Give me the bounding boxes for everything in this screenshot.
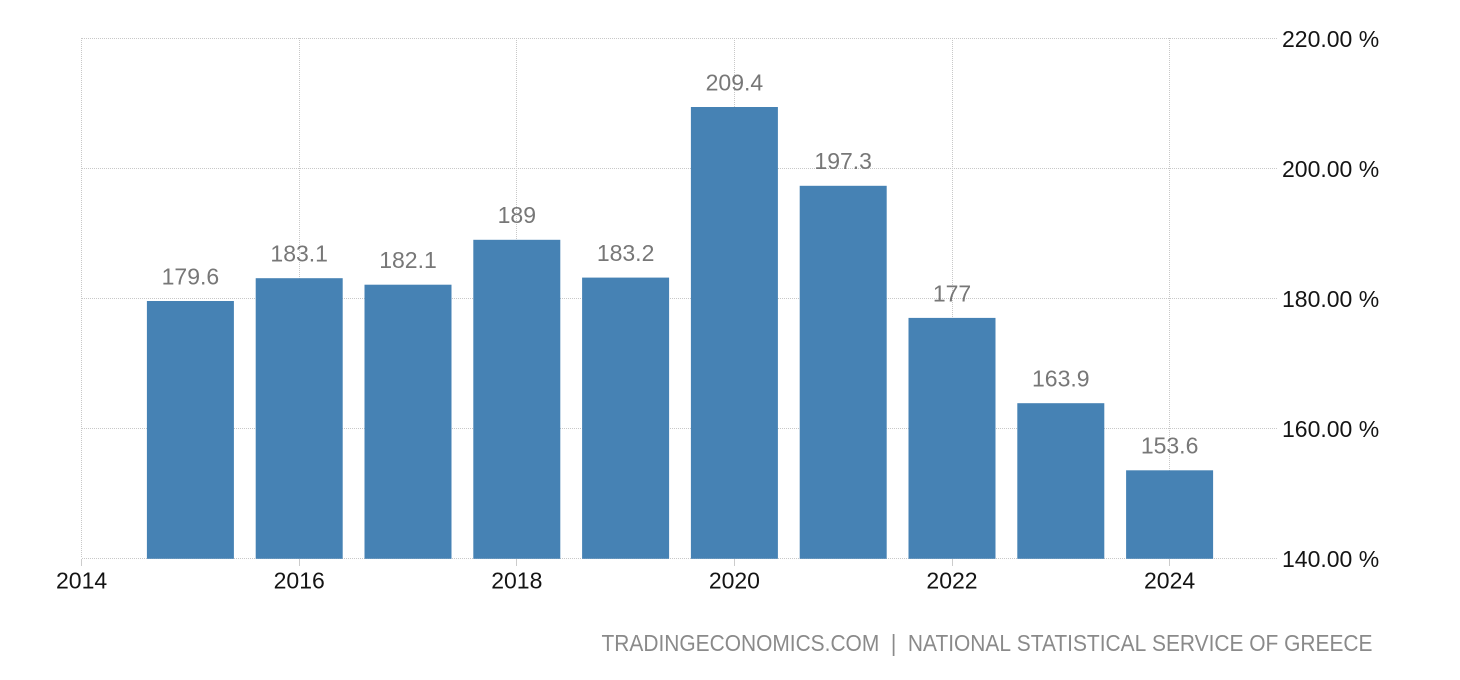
svg-text:180.00 %: 180.00 % [1282,286,1379,312]
svg-text:220.00 %: 220.00 % [1282,26,1379,52]
svg-text:2024: 2024 [1144,568,1195,594]
svg-text:2014: 2014 [56,568,107,594]
svg-text:2020: 2020 [709,568,760,594]
svg-text:2016: 2016 [274,568,325,594]
svg-text:182.1: 182.1 [379,247,437,273]
svg-text:153.6: 153.6 [1141,433,1199,459]
svg-text:2018: 2018 [491,568,542,594]
svg-text:140.00 %: 140.00 % [1282,546,1379,572]
svg-text:189: 189 [498,202,536,228]
svg-text:177: 177 [933,280,971,306]
svg-text:200.00 %: 200.00 % [1282,156,1379,182]
svg-text:2022: 2022 [926,568,977,594]
svg-text:TRADINGECONOMICS.COM | NATIO: TRADINGECONOMICS.COM | NATIONAL STATISTI… [602,630,1373,656]
svg-text:183.2: 183.2 [597,240,655,266]
svg-text:179.6: 179.6 [162,263,220,289]
svg-text:183.1: 183.1 [270,241,328,267]
svg-text:163.9: 163.9 [1032,366,1090,392]
svg-text:209.4: 209.4 [706,69,764,95]
svg-text:160.00 %: 160.00 % [1282,416,1379,442]
svg-text:197.3: 197.3 [814,148,872,174]
